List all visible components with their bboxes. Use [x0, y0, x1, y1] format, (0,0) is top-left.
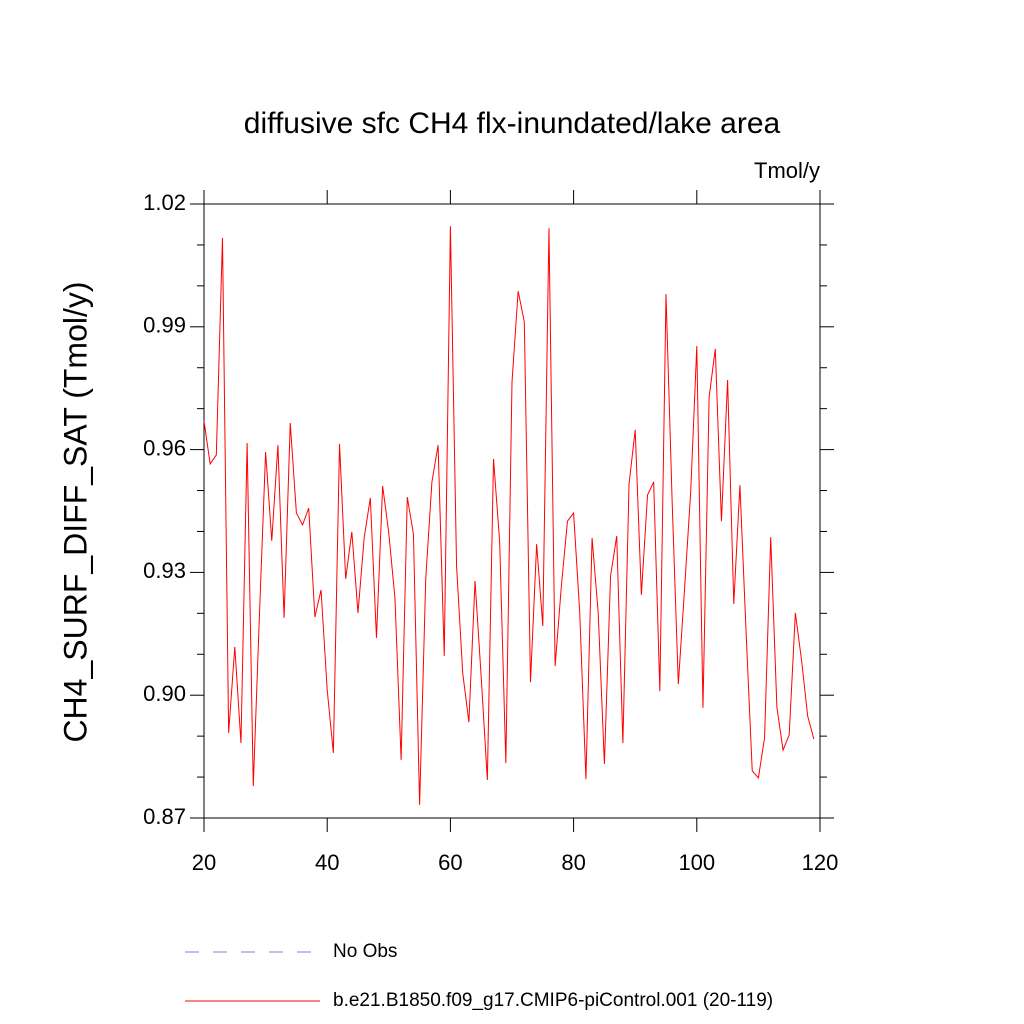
- y-tick-label: 0.99: [143, 313, 186, 338]
- x-tick-label: 20: [192, 850, 216, 875]
- chart-title: diffusive sfc CH4 flx-inundated/lake are…: [244, 107, 781, 140]
- x-tick-label: 40: [315, 850, 339, 875]
- x-tick-label: 100: [678, 850, 715, 875]
- legend-label: No Obs: [333, 941, 397, 962]
- x-tick-label: 80: [561, 850, 585, 875]
- x-tick-label: 120: [802, 850, 839, 875]
- data-line: [203, 226, 815, 805]
- y-tick-label: 1.02: [143, 190, 186, 215]
- plot-frame: [203, 203, 821, 819]
- y-tick-label: 0.90: [143, 681, 186, 706]
- x-tick-label: 60: [438, 850, 462, 875]
- units-label: Tmol/y: [754, 158, 820, 183]
- y-tick-label: 0.96: [143, 435, 186, 460]
- y-tick-label: 0.87: [143, 804, 186, 829]
- legend-label: b.e21.B1850.f09_g17.CMIP6-piControl.001 …: [333, 990, 773, 1011]
- y-tick-label: 0.93: [143, 558, 186, 583]
- y-axis-label: CH4_SURF_DIFF_SAT (Tmol/y): [57, 281, 93, 742]
